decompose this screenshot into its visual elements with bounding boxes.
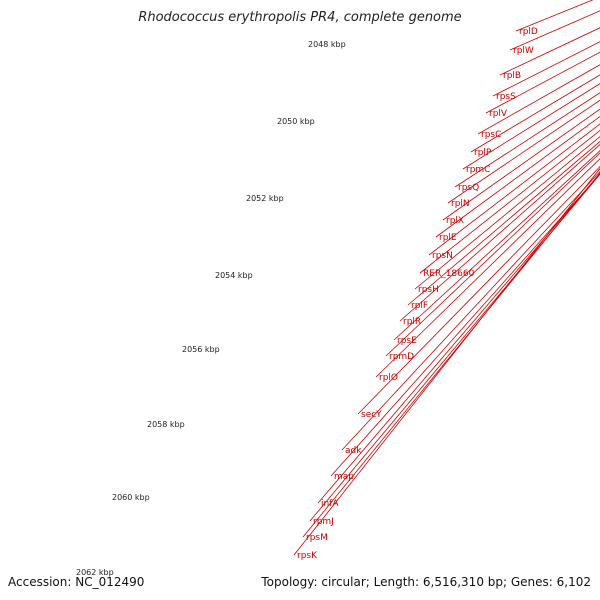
gene-label-rpsm: rpsM bbox=[306, 533, 328, 543]
gene-label-rple: rplE bbox=[439, 233, 457, 243]
kbp-label-layer: 2048 kbp 2050 kbp 2052 kbp 2054 kbp 2056… bbox=[76, 40, 346, 577]
callout-line bbox=[357, 166, 600, 415]
callout-line bbox=[393, 150, 600, 341]
gene-label-rer_18660: RER_18660 bbox=[423, 269, 475, 279]
callout-line bbox=[428, 123, 600, 256]
gene-label-secy: secY bbox=[361, 410, 382, 420]
gene-label-rplr: rplR bbox=[403, 317, 421, 327]
callout-line bbox=[399, 144, 600, 322]
callout-line bbox=[385, 152, 600, 357]
gene-label-rpld: rplD bbox=[519, 27, 538, 37]
gene-label-rpsn: rpsN bbox=[432, 251, 453, 261]
gene-label-rpmd: rpmD bbox=[389, 352, 414, 362]
callout-line bbox=[447, 99, 600, 204]
callout-line bbox=[492, 41, 600, 97]
kbp-label-2052: 2052 kbp bbox=[246, 194, 284, 203]
callout-line bbox=[470, 74, 600, 153]
callout-line bbox=[509, 10, 600, 51]
callout-line bbox=[435, 116, 600, 238]
callout-line bbox=[477, 64, 600, 135]
kbp-label-2062: 2062 kbp bbox=[76, 568, 114, 577]
gene-label-rpln: rplN bbox=[451, 199, 470, 209]
callout-line bbox=[414, 136, 600, 290]
gene-label-rpsh: rpsH bbox=[418, 285, 439, 295]
gene-label-rpsk: rpsK bbox=[297, 551, 318, 561]
gene-label-rpse: rpsE bbox=[397, 336, 417, 346]
callout-line bbox=[419, 129, 600, 274]
map-title: Rhodococcus erythropolis PR4, complete g… bbox=[138, 10, 462, 25]
genome-summary: Topology: circular; Length: 6,516,310 bp… bbox=[261, 575, 591, 589]
callout-line bbox=[499, 27, 600, 76]
callout-line bbox=[330, 173, 600, 477]
gene-label-rpmc: rpmC bbox=[466, 165, 490, 175]
kbp-label-2048: 2048 kbp bbox=[308, 40, 346, 49]
kbp-label-2058: 2058 kbp bbox=[147, 420, 185, 429]
callout-line bbox=[317, 172, 600, 504]
gene-label-rplp: rplP bbox=[474, 148, 492, 158]
gene-label-rpsq: rpsQ bbox=[458, 183, 479, 193]
callout-line bbox=[302, 172, 600, 538]
callout-line bbox=[454, 92, 600, 188]
gene-label-layer: rplD rplW rplB rpsS rplV rpsC rplP rpmC rpsQ rplN… bbox=[293, 0, 600, 561]
gene-label-map: map bbox=[334, 472, 354, 482]
gene-label-rpss: rpsS bbox=[496, 92, 516, 102]
gene-label-rplf: rplF bbox=[411, 301, 428, 311]
gene-label-rplo: rplO bbox=[379, 373, 398, 383]
callout-line bbox=[442, 108, 600, 221]
gene-label-rplv: rplV bbox=[489, 109, 508, 119]
callout-line bbox=[293, 167, 600, 556]
kbp-label-2056: 2056 kbp bbox=[182, 345, 220, 354]
kbp-label-2060: 2060 kbp bbox=[112, 493, 150, 502]
callout-line bbox=[407, 140, 600, 306]
callout-line bbox=[462, 83, 600, 170]
kbp-label-2050: 2050 kbp bbox=[277, 117, 315, 126]
callout-line bbox=[341, 170, 600, 451]
callout-line bbox=[375, 158, 600, 378]
kbp-label-2054: 2054 kbp bbox=[215, 271, 253, 280]
gene-label-rplx: rplX bbox=[446, 216, 464, 226]
gene-label-rpsc: rpsC bbox=[481, 130, 501, 140]
accession-text: Accession: NC_012490 bbox=[8, 575, 145, 589]
gene-label-rplw: rplW bbox=[513, 46, 534, 56]
gene-label-rpmj: rpmJ bbox=[313, 517, 334, 527]
callout-line bbox=[309, 173, 600, 522]
gene-label-rplb: rplB bbox=[503, 71, 521, 81]
